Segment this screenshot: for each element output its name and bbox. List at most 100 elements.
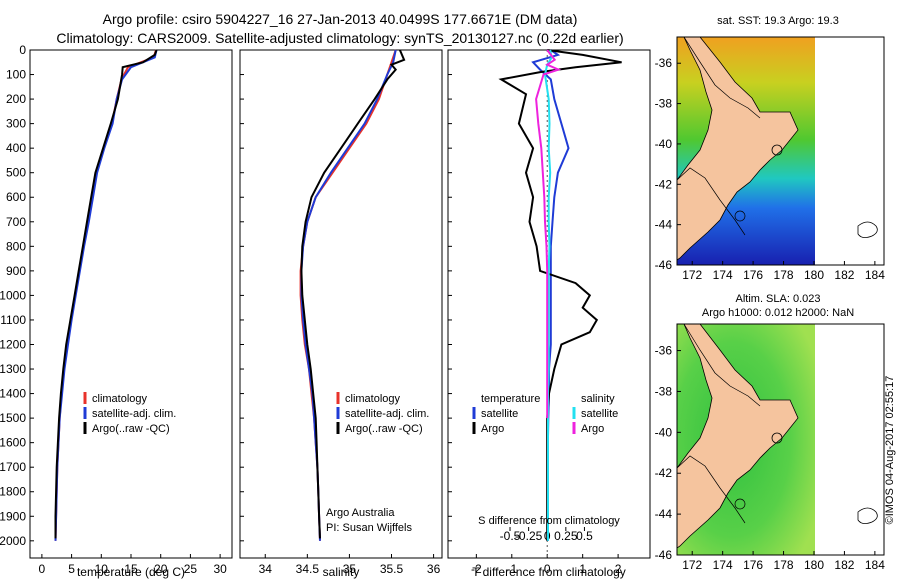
y-tick-label: 2000 xyxy=(0,534,26,548)
x2-tick-label: -0.25 xyxy=(515,529,543,543)
legend-s-argo: Argo xyxy=(581,423,604,435)
legend-climatology: climatology xyxy=(345,393,401,405)
y-tick-label: 700 xyxy=(6,215,26,229)
lon-tick-label: 178 xyxy=(774,268,794,282)
y-tick-label: 1100 xyxy=(0,313,26,327)
x-tick-label: 34 xyxy=(259,562,273,576)
y-tick-label: 1200 xyxy=(0,337,26,351)
x-tick-label: 0 xyxy=(544,562,551,576)
y-tick-label: 400 xyxy=(6,141,26,155)
x2-tick-label: 0.5 xyxy=(576,529,593,543)
series-argo-raw-qc- xyxy=(300,49,406,539)
legend-salinity-title: salinity xyxy=(581,393,615,405)
lon-tick-label: 174 xyxy=(713,558,733,572)
lat-tick-label: -44 xyxy=(655,218,673,232)
y-tick-label: 1300 xyxy=(0,362,26,376)
series-t-argo xyxy=(498,49,622,541)
y-tick-label: 1700 xyxy=(0,460,26,474)
x-tick-label: -1 xyxy=(506,562,517,576)
y-tick-label: 1400 xyxy=(0,387,26,401)
temperature-xlabel: temperature (deg C) xyxy=(77,565,185,579)
y-tick-label: 100 xyxy=(6,68,26,82)
x2-tick-label: 0.25 xyxy=(554,529,578,543)
legend-satellite: satellite-adj. clim. xyxy=(345,408,429,420)
lat-tick-label: -38 xyxy=(655,384,673,398)
salinity-legend: climatology satellite-adj. clim. Argo(..… xyxy=(336,392,429,435)
difference-xlabel: T difference from climatology xyxy=(472,565,626,579)
lon-tick-label: 182 xyxy=(834,268,854,282)
lon-tick-label: 182 xyxy=(834,558,854,572)
x-tick-label: 36 xyxy=(427,562,441,576)
x-tick-label: 25 xyxy=(184,562,198,576)
sla-map-title1: Altim. SLA: 0.023 xyxy=(736,293,821,305)
x-tick-label: 35 xyxy=(343,562,357,576)
lon-tick-label: 176 xyxy=(743,558,763,572)
legend-argo: Argo(..raw -QC) xyxy=(345,423,423,435)
salinity-plot-frame xyxy=(239,49,443,559)
sla-map xyxy=(677,324,884,555)
sst-map-axes: 172 174 176 178 180 182 184 -36 -38 -40 -42 -44 -46 xyxy=(655,56,886,282)
x-tick-label: -2 xyxy=(471,562,482,576)
lon-tick-label: 184 xyxy=(865,268,885,282)
legend-climatology: climatology xyxy=(92,393,148,405)
x-tick-label: 35.5 xyxy=(380,562,404,576)
y-tick-label: 1800 xyxy=(0,485,26,499)
sla-map-title2: Argo h1000: 0.012 h2000: NaN xyxy=(702,307,854,319)
annotation-pi: PI: Susan Wijffels xyxy=(326,522,412,534)
lat-tick-label: -38 xyxy=(655,97,673,111)
series-s-argo xyxy=(535,49,562,419)
difference-legend: temperature satellite Argo salinity sate… xyxy=(472,393,618,435)
lon-tick-label: 184 xyxy=(865,558,885,572)
annotation-argo-australia: Argo Australia xyxy=(326,507,395,519)
lon-tick-label: 180 xyxy=(804,558,824,572)
y-tick-label: 900 xyxy=(6,264,26,278)
x-tick-label: 2 xyxy=(615,562,622,576)
x-tick-label: 20 xyxy=(154,562,168,576)
land-north-island xyxy=(677,37,799,261)
argo-position-marker xyxy=(771,432,783,444)
lon-tick-label: 180 xyxy=(804,268,824,282)
header-line2: Climatology: CARS2009. Satellite-adjuste… xyxy=(56,30,623,46)
lat-tick-label: -40 xyxy=(655,425,673,439)
x-tick-label: 10 xyxy=(95,562,109,576)
series-argo-raw-qc- xyxy=(54,49,158,539)
lon-tick-label: 172 xyxy=(682,268,702,282)
salinity-xlabel: salinity xyxy=(323,565,360,579)
depth-axis: 0 100 200 300 400 500 600 700 800 900 1000 1100 1200… xyxy=(0,43,452,548)
lon-tick-label: 176 xyxy=(743,268,763,282)
salinity-plot: 34 34.5 35 35.5 36 xyxy=(259,49,441,576)
x-tick-label: 34.5 xyxy=(296,562,320,576)
legend-satellite: satellite-adj. clim. xyxy=(92,408,176,420)
temperature-plot: 0 5 10 15 20 25 30 xyxy=(39,49,227,576)
header-line1: Argo profile: csiro 5904227_16 27-Jan-20… xyxy=(103,11,578,27)
y-tick-label: 500 xyxy=(6,166,26,180)
legend-t-argo: Argo xyxy=(481,423,504,435)
x-tick-label: 0 xyxy=(39,562,46,576)
legend-t-satellite: satellite xyxy=(481,408,518,420)
lat-tick-label: -42 xyxy=(655,466,673,480)
lat-tick-label: -42 xyxy=(655,177,673,191)
lat-tick-label: -40 xyxy=(655,137,673,151)
x-tick-label: 1 xyxy=(579,562,586,576)
sst-map-title: sat. SST: 19.3 Argo: 19.3 xyxy=(717,15,839,27)
sla-map-frame xyxy=(676,323,885,556)
y-tick-label: 1900 xyxy=(0,509,26,523)
legend-argo: Argo(..raw -QC) xyxy=(92,423,170,435)
lat-tick-label: -46 xyxy=(655,258,673,272)
y-tick-label: 1500 xyxy=(0,411,26,425)
lon-tick-label: 178 xyxy=(774,558,794,572)
y-tick-label: 800 xyxy=(6,239,26,253)
y-tick-label: 1000 xyxy=(0,288,26,302)
difference-xlabel2: S difference from climatology xyxy=(478,515,620,527)
lat-tick-label: -36 xyxy=(655,56,673,70)
y-tick-label: 1600 xyxy=(0,436,26,450)
x-tick-label: 15 xyxy=(124,562,138,576)
lon-tick-label: 174 xyxy=(713,268,733,282)
sst-map xyxy=(677,37,884,265)
y-tick-label: 300 xyxy=(6,117,26,131)
sla-map-axes: 172 174 176 178 180 182 184 -36 -38 -40 -42 -44 -46 xyxy=(655,344,886,572)
x-tick-label: 5 xyxy=(68,562,75,576)
legend-temperature-title: temperature xyxy=(481,393,540,405)
